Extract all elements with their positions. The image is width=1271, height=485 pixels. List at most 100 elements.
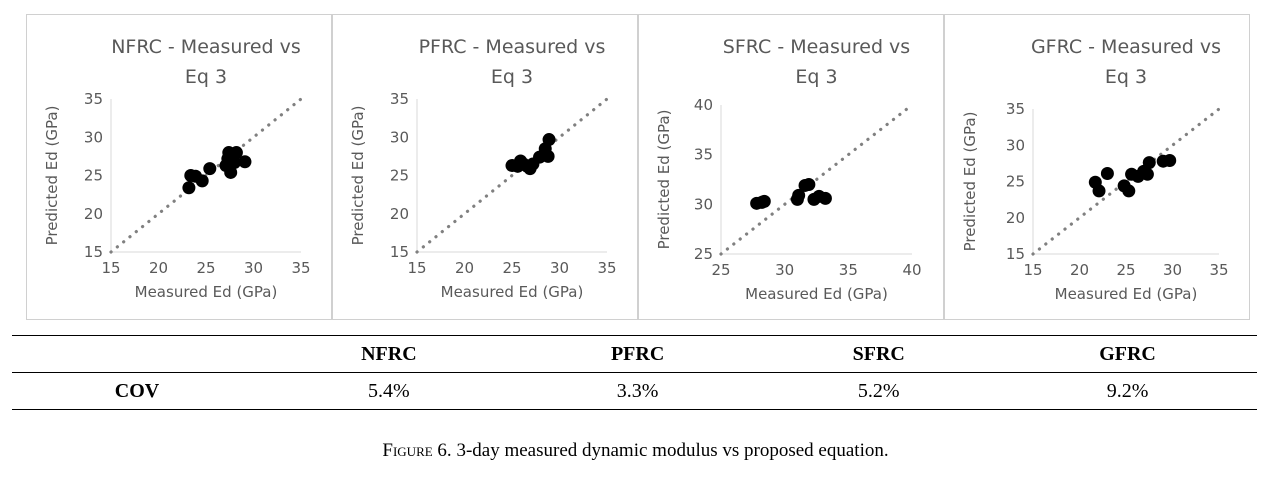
y-axis-label: Predicted Ed (GPa) xyxy=(43,106,61,246)
data-point xyxy=(1122,184,1136,198)
y-tick-label: 35 xyxy=(84,90,103,108)
data-point xyxy=(1142,156,1156,170)
cov-table-header-pfrc: PFRC xyxy=(610,342,665,365)
data-point xyxy=(1163,153,1177,167)
y-tick-label: 25 xyxy=(84,167,103,185)
reference-line xyxy=(109,97,303,254)
y-tick-label: 25 xyxy=(694,245,713,263)
cov-table-corner xyxy=(12,336,262,373)
y-tick-label: 30 xyxy=(1006,136,1025,154)
chart-title-line: SFRC - Measured vs xyxy=(723,36,910,58)
x-tick-label: 25 xyxy=(711,261,730,279)
data-point xyxy=(238,155,252,169)
x-tick-label: 40 xyxy=(902,261,921,279)
y-tick-label: 30 xyxy=(84,128,103,146)
data-point xyxy=(182,181,196,195)
cov-value-pfrc: 3.3% xyxy=(616,379,659,402)
chart-title-line: Eq 3 xyxy=(491,66,533,88)
data-point xyxy=(228,155,241,169)
cov-table-header-nfrc: NFRC xyxy=(361,342,417,365)
x-tick-label: 35 xyxy=(291,259,310,277)
reference-line xyxy=(719,103,914,256)
x-tick-label: 25 xyxy=(1116,261,1135,279)
data-point xyxy=(229,146,243,160)
chart-panel-sfrc: SFRC - Measured vs Eq 3 25 30 35 40 25 30 35 40 Me… xyxy=(638,14,944,320)
x-tick-label: 30 xyxy=(550,259,569,277)
y-axis-label: Predicted Ed (GPa) xyxy=(655,110,673,250)
x-tick-label: 20 xyxy=(1070,261,1089,279)
data-point xyxy=(541,149,555,163)
chart-nfrc: NFRC - Measured vs Eq 3 15 20 25 30 35 15 20 25 30… xyxy=(43,36,311,301)
chart-title-line: PFRC - Measured vs xyxy=(419,36,606,58)
chart-panel-gfrc: GFRC - Measured vs Eq 3 15 20 25 30 35 15 20 25 30… xyxy=(944,14,1250,320)
chart-title-line: GFRC - Measured vs xyxy=(1031,36,1221,58)
x-axis-label: Measured Ed (GPa) xyxy=(1055,285,1198,303)
x-tick-label: 30 xyxy=(244,259,263,277)
x-tick-label: 35 xyxy=(839,261,858,279)
cov-value-gfrc: 9.2% xyxy=(1106,379,1149,402)
y-axis-label: Predicted Ed (GPa) xyxy=(349,106,367,246)
y-tick-label: 35 xyxy=(390,90,409,108)
cov-table-header-row: NFRC PFRC SFRC GFRC xyxy=(12,335,1257,373)
chart-title-line: Eq 3 xyxy=(185,66,227,88)
y-tick-label: 30 xyxy=(694,195,713,213)
data-point xyxy=(802,177,816,191)
figure-caption-prefix: Figure 6. xyxy=(382,440,452,461)
data-point xyxy=(1100,167,1114,181)
cov-table: NFRC PFRC SFRC GFRC COV 5.4% 3.3% 5.2% 9… xyxy=(12,335,1257,410)
x-tick-label: 20 xyxy=(455,259,474,277)
data-point xyxy=(224,165,238,179)
cov-row-label: COV xyxy=(114,379,160,402)
x-tick-label: 25 xyxy=(196,259,215,277)
chart-pfrc: PFRC - Measured vs Eq 3 15 20 25 30 35 15 20 25 30… xyxy=(349,36,617,301)
cov-value-nfrc: 5.4% xyxy=(368,379,410,402)
data-point xyxy=(203,162,217,176)
data-point xyxy=(195,174,209,188)
x-tick-label: 15 xyxy=(101,259,120,277)
data-point xyxy=(542,133,556,147)
y-tick-label: 40 xyxy=(694,96,713,114)
y-tick-label: 20 xyxy=(84,205,103,223)
x-axis-label: Measured Ed (GPa) xyxy=(135,283,278,301)
chart-title-line: Eq 3 xyxy=(1105,66,1147,88)
x-tick-label: 30 xyxy=(775,261,794,279)
y-tick-label: 15 xyxy=(1006,245,1025,263)
x-tick-label: 20 xyxy=(149,259,168,277)
chart-title-line: NFRC - Measured vs xyxy=(111,36,301,58)
reference-line xyxy=(1031,107,1221,256)
data-point xyxy=(792,188,806,202)
chart-panel-nfrc: NFRC - Measured vs Eq 3 15 20 25 30 35 15 20 25 30… xyxy=(26,14,332,320)
x-axis-label: Measured Ed (GPa) xyxy=(745,285,888,303)
data-point xyxy=(1140,167,1154,181)
y-tick-label: 35 xyxy=(694,146,713,164)
x-tick-label: 35 xyxy=(1209,261,1228,279)
figure-caption: Figure 6. 3-day measured dynamic modulus… xyxy=(0,440,1271,462)
y-tick-label: 25 xyxy=(390,167,409,185)
x-tick-label: 35 xyxy=(597,259,616,277)
y-axis-label: Predicted Ed (GPa) xyxy=(961,112,979,252)
y-tick-label: 30 xyxy=(390,128,409,146)
data-point xyxy=(818,191,832,205)
reference-line xyxy=(415,97,609,254)
chart-sfrc: SFRC - Measured vs Eq 3 25 30 35 40 25 30 35 40 Me… xyxy=(655,36,922,303)
data-point xyxy=(757,194,771,208)
data-point xyxy=(1092,184,1106,198)
cov-table-header-gfrc: GFRC xyxy=(1099,342,1156,365)
cov-table-row: COV 5.4% 3.3% 5.2% 9.2% xyxy=(12,373,1257,410)
y-tick-label: 35 xyxy=(1006,100,1025,118)
chart-title-line: Eq 3 xyxy=(795,66,837,88)
y-tick-label: 15 xyxy=(390,243,409,261)
y-tick-label: 20 xyxy=(1006,209,1025,227)
chart-gfrc: GFRC - Measured vs Eq 3 15 20 25 30 35 15 20 25 30… xyxy=(961,36,1229,303)
x-tick-label: 25 xyxy=(502,259,521,277)
y-tick-label: 25 xyxy=(1006,173,1025,191)
x-tick-label: 15 xyxy=(407,259,426,277)
chart-panel-pfrc: PFRC - Measured vs Eq 3 15 20 25 30 35 15 20 25 30… xyxy=(332,14,638,320)
y-tick-label: 15 xyxy=(84,243,103,261)
figure-caption-text: 3-day measured dynamic modulus vs propos… xyxy=(451,440,889,461)
x-tick-label: 30 xyxy=(1163,261,1182,279)
cov-table-header-sfrc: SFRC xyxy=(852,342,905,365)
y-tick-label: 20 xyxy=(390,205,409,223)
x-tick-label: 15 xyxy=(1023,261,1042,279)
cov-value-sfrc: 5.2% xyxy=(857,379,900,402)
